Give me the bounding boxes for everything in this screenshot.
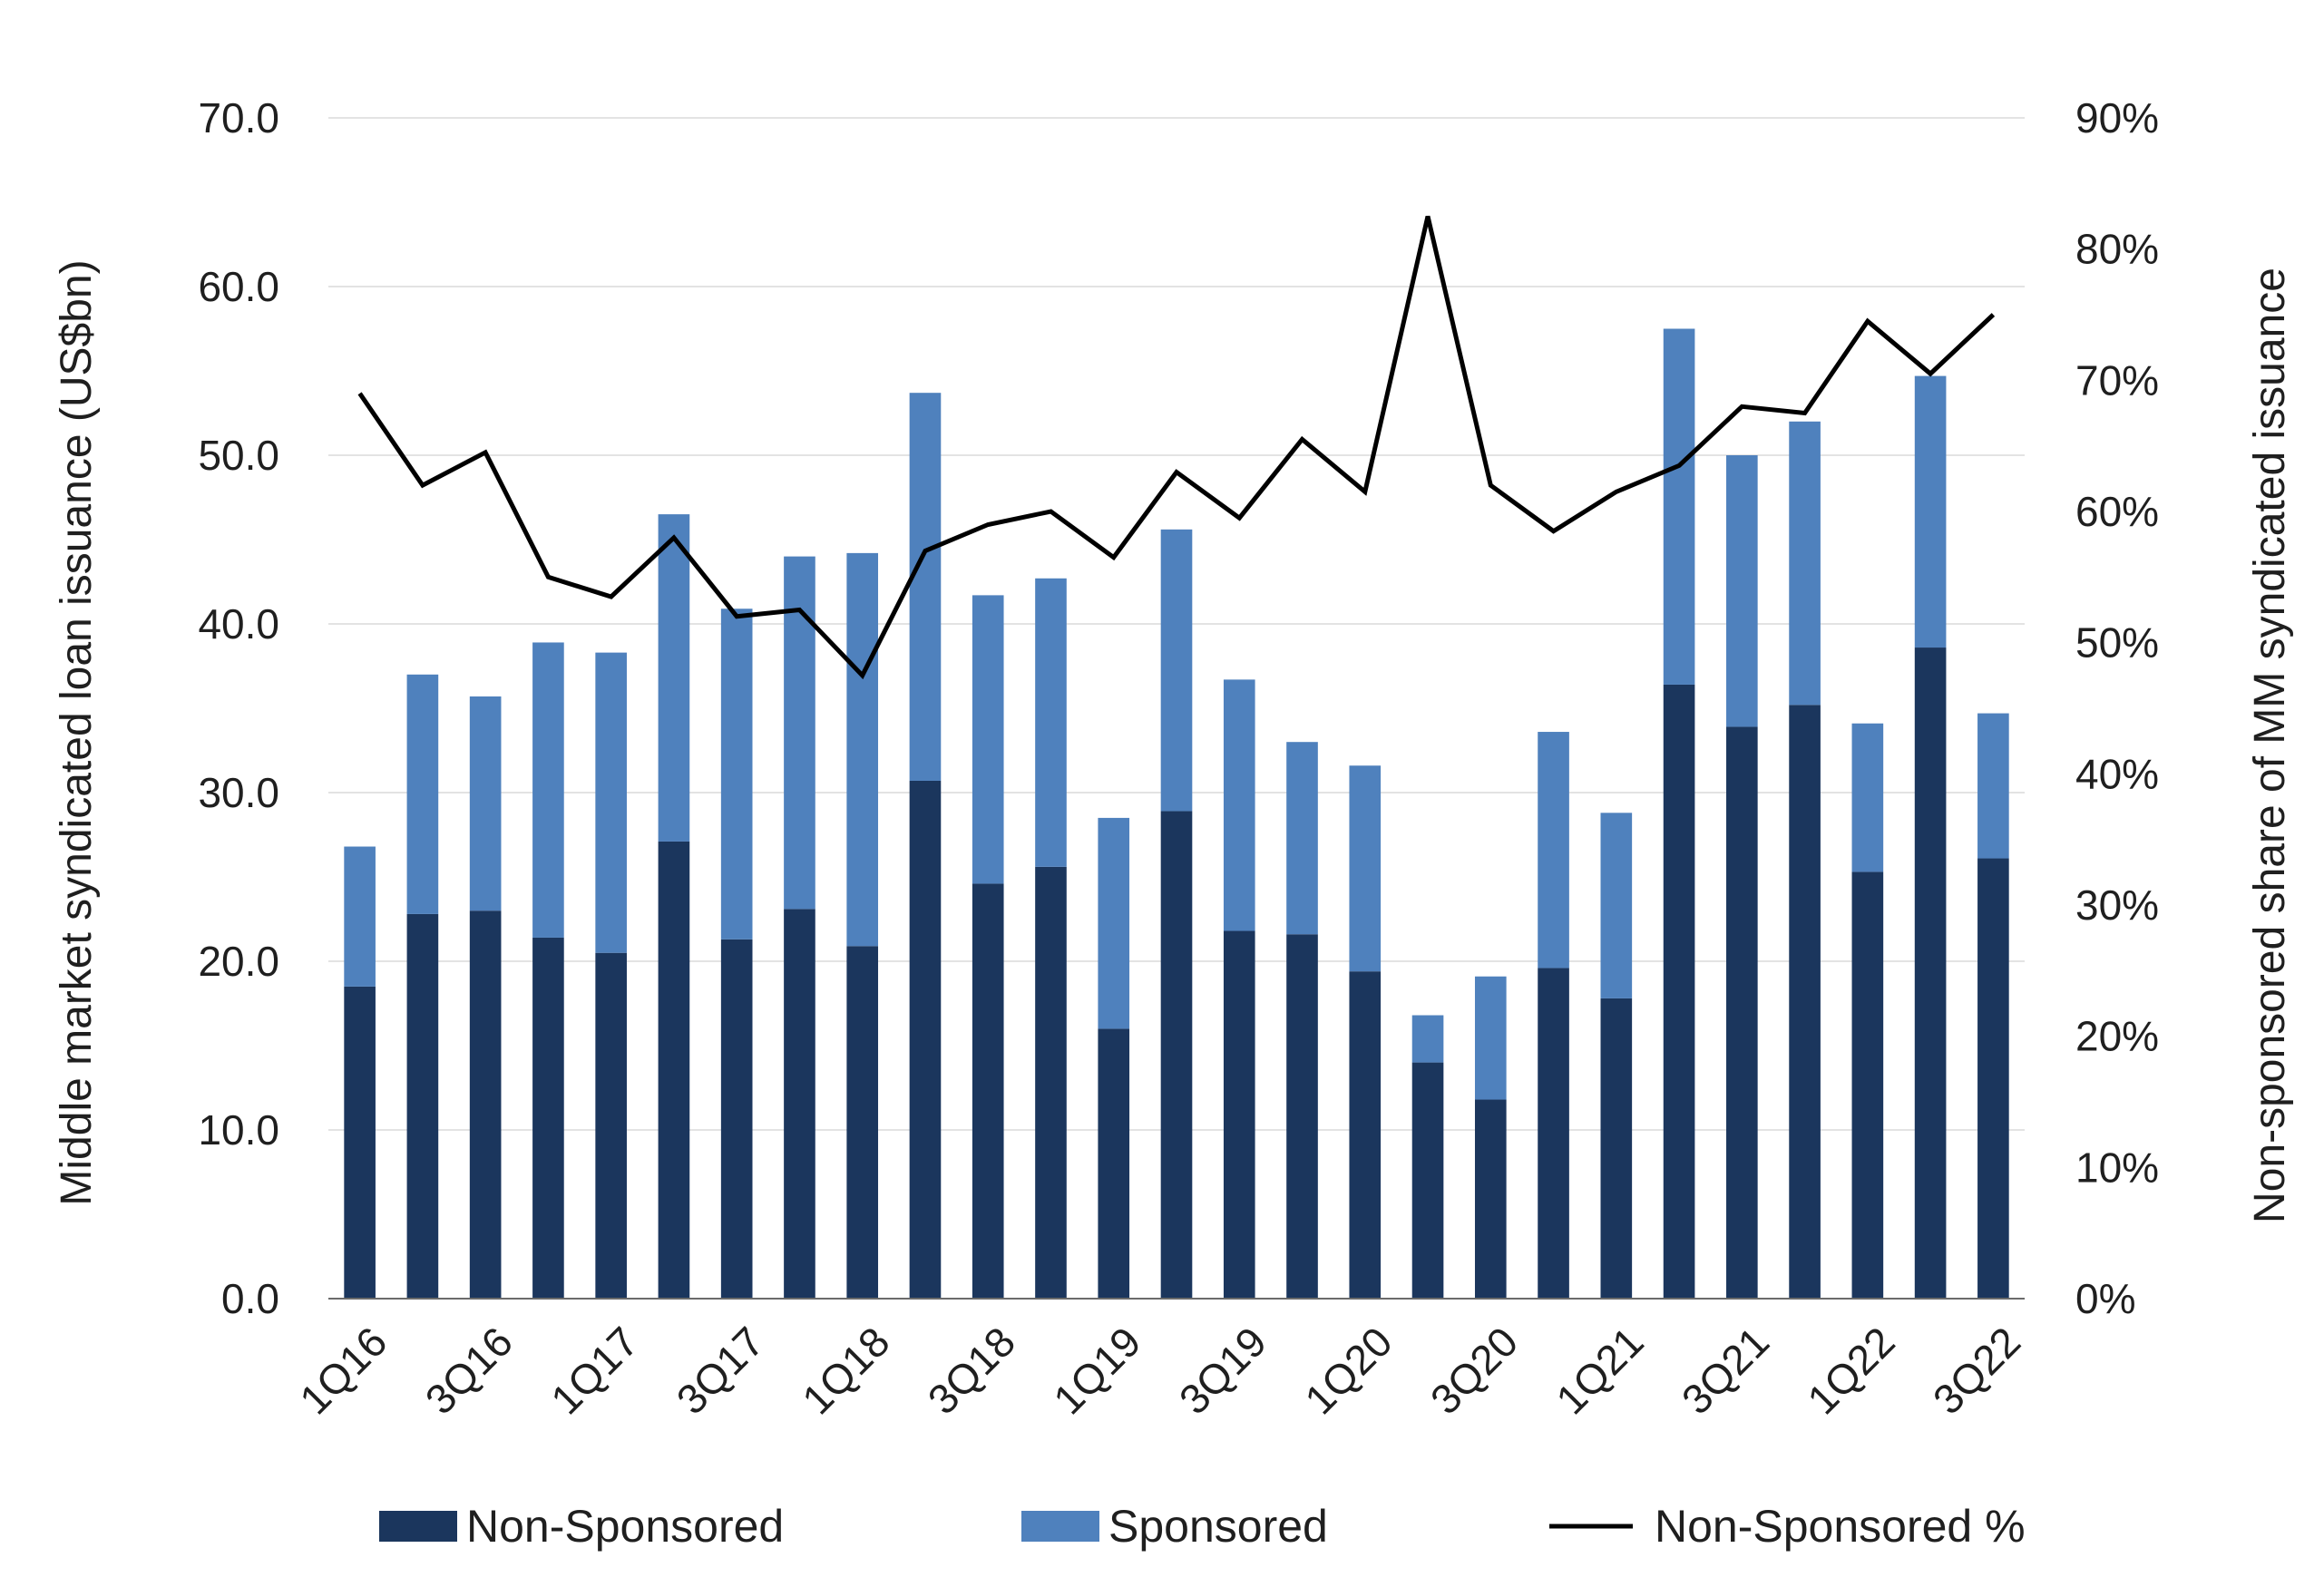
bar-non-sponsored bbox=[1223, 930, 1255, 1299]
bar-sponsored bbox=[532, 642, 564, 938]
y-left-tick-label: 50.0 bbox=[198, 432, 279, 479]
y-right-tick-label: 60% bbox=[2075, 488, 2159, 535]
bar-sponsored bbox=[1600, 813, 1633, 998]
bar-non-sponsored bbox=[469, 910, 502, 1299]
bar-non-sponsored bbox=[658, 841, 690, 1299]
bar-sponsored bbox=[1474, 976, 1507, 1100]
y-right-tick-label: 90% bbox=[2075, 94, 2159, 141]
x-tick-label: 3Q20 bbox=[1421, 1318, 1527, 1423]
y-left-tick-label: 0.0 bbox=[221, 1275, 279, 1322]
bar-sponsored bbox=[1098, 817, 1130, 1029]
y-right-tick-label: 0% bbox=[2075, 1275, 2135, 1322]
y-left-tick-label: 10.0 bbox=[198, 1106, 279, 1154]
legend-swatch bbox=[379, 1511, 457, 1542]
bar-non-sponsored bbox=[406, 913, 439, 1299]
bar-non-sponsored bbox=[1098, 1028, 1130, 1299]
bar-non-sponsored bbox=[972, 883, 1004, 1299]
bar-sponsored bbox=[1538, 732, 1569, 969]
bar-non-sponsored bbox=[1286, 934, 1318, 1299]
bar-sponsored bbox=[469, 696, 502, 911]
bar-non-sponsored bbox=[1349, 971, 1382, 1299]
bar-sponsored bbox=[658, 514, 690, 842]
bar-non-sponsored bbox=[909, 780, 942, 1299]
bar-non-sponsored bbox=[1600, 998, 1633, 1299]
x-tick-label: 1Q18 bbox=[793, 1318, 898, 1423]
bar-non-sponsored bbox=[1977, 858, 2009, 1299]
legend-label: Non-Sponsored bbox=[466, 1501, 784, 1552]
legend: Non-Sponsored Sponsored Non-Sponsored % bbox=[379, 1501, 2026, 1552]
bar-non-sponsored bbox=[1663, 684, 1695, 1299]
bar-sponsored bbox=[1035, 578, 1067, 867]
bar-sponsored bbox=[1411, 1015, 1444, 1063]
bar-non-sponsored bbox=[532, 937, 564, 1299]
y-left-tick-label: 20.0 bbox=[198, 938, 279, 985]
legend-label: Non-Sponsored % bbox=[1655, 1501, 2026, 1552]
x-tick-label: 1Q21 bbox=[1547, 1318, 1652, 1423]
bar-sponsored bbox=[972, 595, 1004, 884]
bar-sponsored bbox=[1789, 421, 1821, 706]
bar-non-sponsored bbox=[1538, 968, 1569, 1299]
bar-non-sponsored bbox=[720, 939, 753, 1299]
y-axis-left-title: Middle market syndicated loan issuance (… bbox=[53, 259, 101, 1205]
y-right-tick-label: 20% bbox=[2075, 1013, 2159, 1060]
bar-non-sponsored bbox=[1160, 811, 1193, 1299]
y-right-tick-label: 50% bbox=[2075, 619, 2159, 667]
y-axis-right-title: Non-sponsored share of MM syndicated iss… bbox=[2246, 268, 2294, 1223]
bar-sponsored bbox=[1914, 375, 1947, 648]
x-tick-label: 1Q17 bbox=[542, 1318, 647, 1423]
bar-non-sponsored bbox=[1726, 726, 1758, 1299]
y-right-tick-label: 10% bbox=[2075, 1144, 2159, 1191]
bars bbox=[344, 328, 2009, 1299]
x-tick-label: 3Q16 bbox=[416, 1318, 522, 1423]
bar-sponsored bbox=[1851, 723, 1884, 872]
y-right-tick-label: 40% bbox=[2075, 750, 2159, 797]
x-tick-label: 3Q21 bbox=[1673, 1318, 1778, 1423]
x-tick-label: 1Q16 bbox=[290, 1318, 395, 1423]
bar-sponsored bbox=[1286, 742, 1318, 935]
bar-sponsored bbox=[909, 393, 942, 781]
bar-sponsored bbox=[720, 609, 753, 940]
y-right-tick-label: 70% bbox=[2075, 356, 2159, 404]
legend-swatch bbox=[1021, 1511, 1099, 1542]
bar-non-sponsored bbox=[595, 952, 627, 1299]
bar-sponsored bbox=[1349, 765, 1382, 972]
bar-sponsored bbox=[1977, 713, 2009, 859]
bar-non-sponsored bbox=[1411, 1062, 1444, 1299]
bar-sponsored bbox=[1726, 455, 1758, 727]
y-left-tick-label: 70.0 bbox=[198, 94, 279, 141]
bar-sponsored bbox=[1663, 328, 1695, 685]
x-tick-label: 3Q19 bbox=[1170, 1318, 1275, 1423]
bar-sponsored bbox=[846, 552, 879, 947]
y-left-tick-label: 30.0 bbox=[198, 769, 279, 816]
bar-sponsored bbox=[595, 652, 627, 953]
x-tick-label: 1Q19 bbox=[1044, 1318, 1149, 1423]
y-left-tick-label: 40.0 bbox=[198, 600, 279, 647]
bar-non-sponsored bbox=[1914, 647, 1947, 1299]
x-tick-label: 1Q22 bbox=[1798, 1318, 1903, 1423]
bar-non-sponsored bbox=[1035, 866, 1067, 1299]
bar-sponsored bbox=[1160, 529, 1193, 812]
bar-non-sponsored bbox=[344, 986, 376, 1299]
bar-non-sponsored bbox=[846, 946, 879, 1299]
bar-sponsored bbox=[784, 556, 815, 910]
bar-sponsored bbox=[1223, 679, 1255, 931]
x-tick-label: 3Q17 bbox=[668, 1318, 773, 1423]
bar-sponsored bbox=[344, 846, 376, 987]
bar-non-sponsored bbox=[1474, 1099, 1507, 1299]
y-left-tick-label: 60.0 bbox=[198, 263, 279, 310]
bar-non-sponsored bbox=[1851, 871, 1884, 1299]
x-tick-label: 3Q18 bbox=[919, 1318, 1024, 1423]
x-tick-label: 3Q22 bbox=[1924, 1318, 2029, 1423]
legend-label: Sponsored bbox=[1108, 1501, 1328, 1552]
share-line bbox=[357, 215, 1996, 680]
y-right-tick-label: 80% bbox=[2075, 226, 2159, 273]
y-right-tick-label: 30% bbox=[2075, 881, 2159, 929]
bar-non-sponsored bbox=[784, 909, 815, 1299]
x-tick-label: 1Q20 bbox=[1295, 1318, 1401, 1423]
bar-non-sponsored bbox=[1789, 705, 1821, 1299]
bar-sponsored bbox=[406, 674, 439, 914]
